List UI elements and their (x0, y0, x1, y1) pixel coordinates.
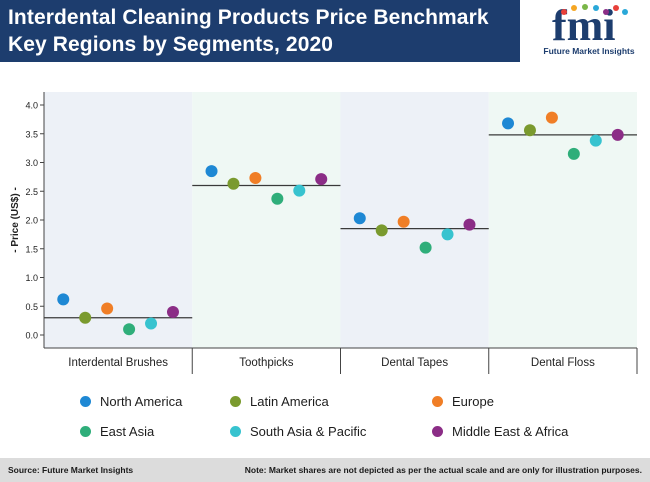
legend-item: Latin America (230, 394, 329, 409)
data-point (101, 302, 114, 315)
data-point (166, 306, 179, 318)
header: Interdental Cleaning Products Price Benc… (0, 0, 650, 68)
data-point (567, 147, 580, 160)
legend-label: Latin America (250, 394, 329, 409)
data-point (523, 124, 536, 137)
data-point (57, 293, 70, 306)
category-panel (44, 92, 193, 348)
legend-label: Europe (452, 394, 494, 409)
legend-item: Middle East & Africa (432, 424, 568, 439)
x-category-label: Toothpicks (239, 357, 294, 369)
footer: Source: Future Market Insights Note: Mar… (0, 458, 650, 482)
legend-swatch (80, 396, 91, 407)
fmi-logo-icon: fmi (552, 2, 628, 46)
y-tick-label: 4.0 (25, 101, 38, 111)
y-tick-label: 0.5 (25, 302, 38, 312)
data-point (545, 111, 558, 124)
data-point (353, 212, 366, 225)
category-panel (192, 92, 341, 348)
data-point (293, 184, 306, 197)
legend-label: North America (100, 394, 183, 409)
data-point (145, 317, 158, 330)
legend-swatch (432, 426, 443, 437)
legend-item: East Asia (80, 424, 154, 439)
title-bar: Interdental Cleaning Products Price Benc… (0, 0, 520, 62)
y-tick-label: 3.0 (25, 158, 38, 168)
data-point (502, 117, 515, 130)
price-benchmark-chart: 0.0 0.5 1.0 1.5 2.0 2.5 3.0 3.5 4.0 - Price (US$… (10, 92, 638, 374)
y-tick-label: 2.0 (25, 216, 38, 226)
legend-swatch (230, 396, 241, 407)
legend-item: Europe (432, 394, 494, 409)
data-point (463, 218, 476, 231)
y-tick-label: 0.0 (25, 331, 38, 341)
footer-source: Source: Future Market Insights (8, 465, 134, 475)
y-tick-label: 1.0 (25, 273, 38, 283)
legend-item: North America (80, 394, 182, 409)
x-category-label: Dental Tapes (381, 357, 448, 369)
data-point (249, 172, 262, 185)
logo-subtitle: Future Market Insights (543, 46, 635, 56)
y-tick-label: 1.5 (25, 244, 38, 254)
y-tick-label: 2.5 (25, 187, 38, 197)
legend-swatch (230, 426, 241, 437)
legend-swatch (80, 426, 91, 437)
data-point (315, 173, 328, 186)
x-category-label: Dental Floss (531, 357, 595, 369)
x-category-label: Interdental Brushes (68, 357, 168, 369)
data-point (271, 192, 284, 205)
data-point (375, 224, 388, 237)
data-point (79, 311, 92, 324)
data-point (441, 228, 454, 241)
fmi-logo: fmi Future Market Insights (528, 0, 650, 62)
y-tick-label: 3.5 (25, 129, 38, 139)
legend-item: South Asia & Pacific (230, 424, 366, 439)
data-point (397, 215, 410, 228)
footer-note: Note: Market shares are not depicted as … (244, 465, 642, 475)
legend-label: Middle East & Africa (452, 424, 569, 439)
data-point (205, 165, 218, 178)
chart-title-line-2: Key Regions by Segments, 2020 (8, 33, 334, 56)
chart-title-line-1: Interdental Cleaning Products Price Benc… (8, 6, 489, 29)
legend-label: East Asia (100, 424, 155, 439)
data-point (419, 241, 432, 254)
data-point (611, 128, 624, 141)
data-point (123, 323, 136, 336)
data-point (589, 134, 602, 147)
data-point (227, 177, 240, 190)
y-axis-label: - Price (US$) - (10, 187, 21, 253)
legend-label: South Asia & Pacific (250, 424, 367, 439)
legend-swatch (432, 396, 443, 407)
